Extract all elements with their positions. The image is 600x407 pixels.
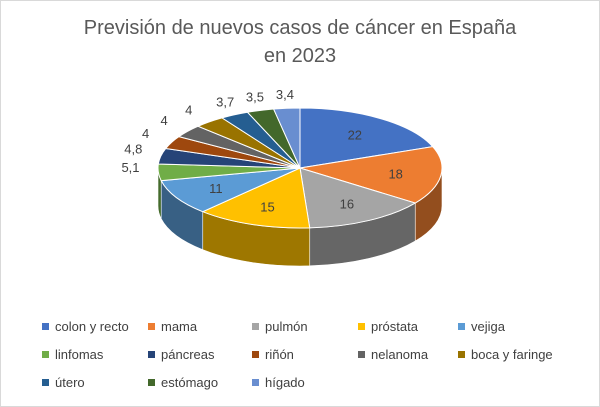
pie-slice-2 — [299, 167, 417, 229]
legend-item-8: nelanoma — [358, 346, 428, 362]
legend-label-12: hígado — [265, 374, 305, 390]
data-label-6: 4,8 — [124, 142, 142, 157]
data-label-1: 18 — [388, 166, 402, 181]
data-label-7: 4 — [142, 126, 149, 141]
data-label-8: 4 — [160, 113, 167, 128]
chart-title-line1: Previsión de nuevos casos de cáncer en E… — [83, 17, 517, 39]
data-label-3: 15 — [260, 199, 274, 214]
legend-swatch-1 — [148, 322, 155, 330]
legend-label-10: útero — [55, 374, 85, 390]
legend-item-6: páncreas — [148, 346, 214, 362]
data-label-5: 5,1 — [121, 160, 139, 175]
legend-swatch-6 — [148, 350, 155, 358]
data-label-4: 11 — [209, 181, 223, 196]
legend-swatch-5 — [42, 350, 49, 358]
legend-item-4: vejiga — [458, 318, 505, 334]
data-label-0: 22 — [348, 127, 362, 142]
legend-item-3: próstata — [358, 318, 418, 334]
legend-swatch-0 — [42, 322, 49, 330]
legend-label-7: riñón — [265, 346, 294, 362]
legend-swatch-10 — [42, 378, 49, 386]
legend-item-2: pulmón — [252, 318, 308, 334]
legend-item-12: hígado — [252, 374, 305, 390]
legend-item-10: útero — [42, 374, 85, 390]
chart-title-line2: en 2023 — [263, 45, 337, 67]
legend-swatch-11 — [148, 378, 155, 386]
legend-label-0: colon y recto — [55, 318, 129, 334]
legend-swatch-12 — [252, 378, 259, 386]
legend-label-9: boca y faringe — [471, 346, 553, 362]
pie-slices — [157, 107, 443, 229]
legend-swatch-2 — [252, 322, 259, 330]
legend-label-2: pulmón — [265, 318, 308, 334]
legend-swatch-3 — [358, 322, 365, 330]
legend-item-5: linfomas — [42, 346, 103, 362]
chart-title: Previsión de nuevos casos de cáncer en E… — [0, 14, 600, 70]
pie-slice-12 — [272, 107, 301, 169]
legend-item-0: colon y recto — [42, 318, 129, 334]
data-label-10: 3,7 — [216, 94, 234, 109]
legend-label-3: próstata — [371, 318, 418, 334]
legend-swatch-8 — [358, 350, 365, 358]
data-label-11: 3,5 — [246, 89, 264, 104]
legend-swatch-9 — [458, 350, 465, 358]
pie-slice-0 — [299, 107, 434, 169]
legend-swatch-7 — [252, 350, 259, 358]
data-label-2: 16 — [340, 197, 354, 212]
data-label-12: 3,4 — [276, 87, 294, 102]
legend-item-9: boca y faringe — [458, 346, 553, 362]
legend-label-1: mama — [161, 318, 198, 334]
legend-label-4: vejiga — [471, 318, 505, 334]
legend-item-1: mama — [148, 318, 197, 334]
legend-item-7: riñón — [252, 346, 294, 362]
legend-label-5: linfomas — [55, 346, 104, 362]
legend-label-6: páncreas — [161, 346, 215, 362]
data-label-9: 4 — [185, 102, 192, 117]
pie-slice-4 — [160, 167, 301, 213]
legend-swatch-4 — [458, 322, 465, 330]
legend-label-8: nelanoma — [371, 346, 429, 362]
legend-label-11: estómago — [161, 374, 219, 390]
legend-item-11: estómago — [148, 374, 218, 390]
pie-slice-3 — [201, 167, 311, 229]
pie-slice-1 — [299, 146, 443, 204]
